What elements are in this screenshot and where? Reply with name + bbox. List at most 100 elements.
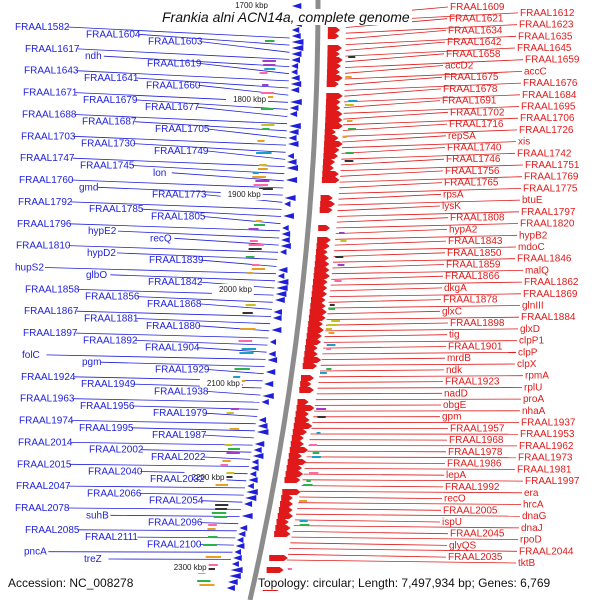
left-connector — [132, 165, 285, 175]
forward-gene-glyph — [285, 471, 304, 477]
reverse-gene-glyph — [268, 351, 276, 357]
reverse-gene-glyph — [284, 195, 296, 201]
left-gene-label: FRAAL2111 — [85, 532, 138, 543]
left-connector — [131, 427, 255, 432]
right-gene-label: FRAAL2044 — [519, 546, 574, 557]
left-gene-label: FRAAL2066 — [87, 488, 142, 499]
forward-gene-glyph — [324, 135, 339, 141]
right-gene-label: tig — [449, 330, 460, 341]
left-connector — [201, 259, 277, 267]
right-gene-label: FRAAL1775 — [523, 183, 578, 194]
left-connector — [71, 179, 284, 189]
right-connector — [343, 111, 449, 120]
reverse-gene-glyph — [288, 135, 297, 141]
feature-mark — [246, 272, 253, 274]
right-connector — [330, 281, 523, 286]
forward-gene-glyph — [276, 519, 289, 525]
forward-gene-glyph — [281, 495, 293, 501]
right-connector — [319, 369, 445, 372]
right-connector — [328, 305, 521, 309]
right-connector — [329, 287, 443, 292]
left-gene-label: FRAAL1688 — [22, 109, 77, 120]
feature-mark — [249, 240, 258, 242]
feature-mark — [238, 340, 253, 342]
left-gene-label: suhB — [86, 510, 109, 521]
reverse-gene-glyph — [291, 3, 302, 9]
left-connector — [203, 216, 281, 225]
feature-mark — [252, 172, 259, 174]
left-connector — [67, 507, 242, 510]
left-connector — [75, 332, 269, 339]
left-gene-label: FRAAL1897 — [23, 328, 78, 339]
right-gene-label: FRAAL1901 — [448, 341, 503, 352]
left-connector — [197, 347, 267, 353]
feature-mark — [245, 256, 255, 258]
left-connector — [206, 391, 261, 396]
left-gene-label: FRAAL1660 — [146, 80, 201, 91]
left-gene-label: FRAAL1730 — [81, 139, 136, 150]
forward-gene-glyph — [308, 321, 323, 327]
feature-mark — [207, 528, 216, 530]
reverse-gene-glyph — [289, 111, 298, 117]
reverse-gene-glyph — [284, 201, 291, 207]
right-connector — [331, 270, 524, 275]
right-gene-label: FRAAL1968 — [449, 435, 504, 446]
reverse-gene-glyph — [269, 339, 277, 345]
tick-label-bg — [220, 189, 263, 200]
right-connector — [335, 234, 518, 240]
right-connector — [332, 264, 445, 269]
feature-mark — [221, 476, 233, 478]
reverse-gene-glyph — [247, 483, 254, 489]
right-gene-label: clpP1 — [519, 336, 544, 347]
right-connector — [302, 479, 524, 482]
right-gene-label: FRAAL1978 — [448, 447, 503, 458]
feature-mark — [329, 304, 335, 306]
left-connector — [100, 361, 265, 367]
left-connector — [136, 318, 271, 325]
left-gene-label: FRAAL2002 — [89, 445, 144, 456]
reverse-gene-glyph — [287, 159, 297, 165]
feature-mark — [227, 448, 240, 450]
left-connector — [69, 223, 280, 232]
forward-gene-glyph — [305, 345, 318, 351]
right-gene-label: FRAAL1659 — [525, 55, 580, 66]
feature-mark — [199, 584, 215, 586]
forward-gene-glyph — [327, 63, 341, 69]
feature-mark — [344, 160, 354, 162]
feature-mark — [197, 580, 211, 582]
feature-mark — [345, 104, 354, 106]
forward-gene-glyph — [319, 207, 333, 213]
reverse-gene-glyph — [281, 231, 291, 237]
feature-mark — [248, 248, 262, 250]
right-gene-label: FRAAL1981 — [517, 464, 572, 475]
right-gene-label: glyQS — [449, 540, 477, 551]
left-gene-label: FRAAL1671 — [23, 88, 78, 99]
forward-gene-glyph — [289, 447, 309, 453]
forward-gene-glyph — [293, 423, 313, 429]
right-gene-label: FRAAL1716 — [449, 119, 504, 130]
feature-mark — [348, 100, 358, 102]
left-connector — [69, 463, 249, 467]
right-gene-label: FRAAL1797 — [521, 207, 576, 218]
left-connector — [207, 128, 287, 139]
left-connector — [67, 26, 290, 39]
tick-label: 2200 kbp — [192, 473, 225, 482]
right-connector — [286, 559, 517, 564]
feature-mark — [347, 120, 353, 122]
left-gene-label: FRAAL1867 — [24, 306, 79, 317]
summary-text: Topology: circular; Length: 7,497,934 bp… — [258, 576, 551, 590]
feature-mark — [306, 480, 311, 482]
right-gene-label: clpX — [517, 359, 537, 370]
feature-mark — [256, 152, 272, 154]
right-gene-label: rplU — [524, 382, 542, 393]
left-connector — [200, 41, 290, 53]
forward-strand-track — [262, 9, 343, 591]
forward-gene-glyph — [288, 453, 302, 459]
right-gene-label: FRAAL1866 — [445, 271, 500, 282]
right-gene-label: FRAAL1765 — [444, 178, 499, 189]
left-connector — [76, 310, 272, 317]
feature-marks-track — [197, 20, 358, 590]
forward-gene-glyph — [296, 405, 315, 411]
right-gene-label: FRAAL1751 — [525, 160, 580, 171]
